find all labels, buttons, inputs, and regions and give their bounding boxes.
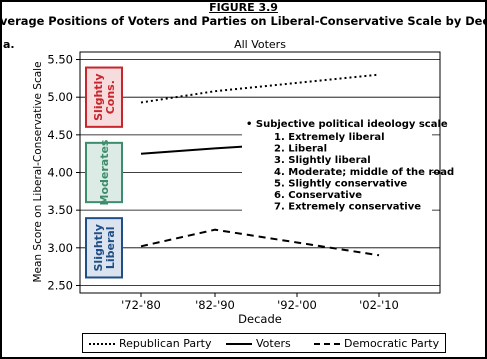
legend-item-republican: Republican Party [89,337,211,350]
panel-label: a. [3,38,15,51]
legend: Republican Party Voters Democratic Party [82,333,446,353]
annotation-item: 6. Conservative [274,190,362,201]
frame-border-bottom [0,357,487,359]
legend-swatch-republican [89,343,115,345]
annotation-heading: • Subjective political ideology scale [246,119,448,130]
y-tick-label: 4.50 [47,128,73,142]
figure-number: FIGURE 3.9 [209,1,278,14]
y-tick-label: 2.50 [47,278,73,292]
legend-label-voters: Voters [256,337,291,350]
annotation-item: 7. Extremely conservative [274,202,421,213]
y-tick-label: 5.00 [47,90,73,104]
y-tick-label: 4.00 [47,166,73,180]
band-slightly-conservative [85,66,123,128]
annotation-item: 3. Slightly liberal [274,155,371,166]
y-tick-label: 5.50 [47,53,73,67]
annotation-item: 5. Slightly conservative [274,178,407,189]
band-moderates [85,141,123,204]
band-slightly-liberal-label: SlightlyLiberal [92,224,117,271]
x-tick-label: '82-'90 [195,298,235,312]
chart-title: All Voters [234,38,286,51]
legend-label-republican: Republican Party [119,337,212,350]
frame-border-top [0,0,487,2]
y-tick-label: 3.00 [47,241,73,255]
legend-swatch-democratic [314,343,340,345]
y-tick-label: 3.50 [47,203,73,217]
legend-swatch-voters [226,343,252,345]
line-republican-party [140,73,380,104]
legend-label-democratic: Democratic Party [344,337,440,350]
annotation-background [242,117,432,223]
annotation-item: 4. Moderate; middle of the road [274,167,454,178]
band-slightly-conservative-label: SlightlyCons. [92,74,117,121]
x-tick-label: '72-'80 [121,298,161,312]
x-axis-label: Decade [238,312,282,326]
line-democratic-party [140,228,380,257]
x-tick-label: '92-'00 [277,298,317,312]
figure-title: verage Positions of Voters and Parties o… [0,14,487,28]
frame-border-right [485,0,487,359]
band-slightly-liberal [85,217,123,279]
annotation-item: 1. Extremely liberal [274,132,385,143]
y-axis-label: Mean Score on Liberal-Conservative Scale [32,61,44,282]
legend-item-democratic: Democratic Party [314,337,439,350]
annotation-item: 2. Liberal [274,144,327,155]
legend-item-voters: Voters [226,337,291,350]
band-moderates-label: Moderates [98,139,111,205]
frame-border-left [0,0,2,359]
x-tick-label: '02-'10 [359,298,399,312]
